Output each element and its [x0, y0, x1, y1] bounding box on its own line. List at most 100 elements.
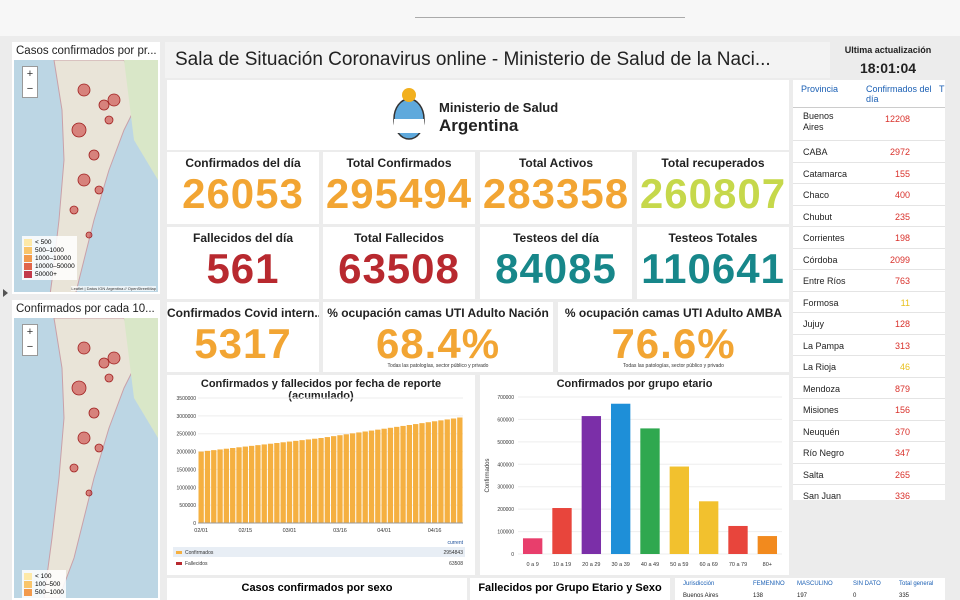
x-tick-label: 03/16 [333, 528, 347, 534]
kpi-label: Confirmados Covid intern... [167, 306, 319, 320]
kpi-value: 5317 [194, 320, 292, 367]
table-header: T [939, 84, 945, 94]
bar [331, 436, 337, 523]
legend-label: 100–500 [35, 580, 61, 588]
province-name: Jujuy [803, 319, 825, 329]
bar [280, 442, 286, 523]
legend-swatch [24, 588, 32, 596]
x-tick-label: 04/16 [428, 528, 442, 534]
bar [255, 445, 261, 523]
logo-emblem [393, 88, 425, 140]
legend-label: < 100 [35, 572, 52, 580]
kpi-label: Testeos del día [513, 231, 599, 245]
legend-row: 500–1000 [24, 246, 75, 254]
legend-label: 50000+ [35, 270, 57, 278]
table-row: San Juan 336 [793, 485, 945, 500]
map-marker [85, 231, 93, 239]
y-tick-label: 3000000 [177, 414, 197, 420]
bar [274, 443, 280, 523]
bar [362, 431, 368, 523]
map: + − < 500 500–1000 1000–10000 10000–50000 5000… [14, 60, 158, 292]
legend-row-bg [173, 547, 465, 557]
kpi-box: Fallecidos del día 561 [167, 227, 319, 299]
map-marker [77, 83, 91, 97]
zoom-control[interactable]: + − [22, 324, 38, 356]
legend-value: 2954843 [444, 550, 464, 556]
x-tick-label: 02/01 [194, 528, 208, 534]
kpi-box: Total recuperados 260807 [637, 152, 789, 224]
table-row: Misiones 156 [793, 399, 945, 421]
logo-box: Ministerio de Salud Argentina [167, 80, 789, 150]
legend-row: 50000+ [24, 270, 75, 278]
legend-swatch [24, 262, 32, 270]
bar [431, 421, 438, 523]
table-header: Confirmados del día [866, 84, 932, 104]
province-value: 763 [894, 276, 910, 286]
province-name: Salta [803, 469, 824, 480]
y-tick-label: 700000 [497, 395, 514, 401]
province-name: Córdoba [803, 254, 838, 265]
bar [444, 419, 450, 523]
legend-row: 100–500 [24, 580, 64, 588]
legend-row: < 100 [24, 572, 64, 580]
collapse-arrow[interactable] [3, 289, 8, 297]
kpi-label: Total Confirmados [346, 156, 452, 170]
province-value: 235 [894, 211, 910, 222]
y-tick-label: 400000 [497, 462, 514, 468]
kpi-box: Total Activos 283358 [480, 152, 632, 224]
bottom-header: MASCULINO [797, 581, 833, 587]
province-value: 2099 [889, 254, 910, 265]
cumulative-title: Confirmados y fallecidos por fecha de re… [200, 378, 442, 402]
neighbor [124, 60, 158, 180]
legend-name: Confirmados [185, 550, 214, 556]
y-tick-label: 200000 [497, 507, 514, 513]
legend-label: 10000–50000 [35, 262, 75, 270]
kpi-label: Fallecidos del día [192, 231, 294, 245]
table-row: Córdoba 2099 [793, 249, 945, 270]
y-tick-label: 500000 [497, 440, 514, 446]
bar [324, 437, 330, 523]
map-marker [88, 149, 100, 161]
bottom-header: SIN DATO [853, 581, 881, 587]
y-tick-label: 600000 [497, 417, 514, 423]
zoom-control[interactable]: + − [22, 66, 38, 98]
table-header: Provincia [801, 84, 839, 94]
province-name: Corrientes [803, 233, 845, 243]
legend-label: 500–1000 [35, 588, 64, 596]
legend-label: 1000–10000 [35, 254, 72, 262]
kpi-value: 26053 [182, 170, 304, 217]
x-tick-label: 20 a 29 [582, 562, 600, 568]
province-name: Buenos Aires [803, 111, 834, 132]
legend-swatch [24, 572, 32, 580]
deaths-box: Fallecidos por Grupo Etario y Sexo [470, 578, 670, 600]
y-tick-label: 300000 [497, 485, 514, 491]
bar [581, 416, 602, 554]
legend-swatch [24, 270, 32, 278]
bar [381, 428, 387, 523]
bar [267, 443, 274, 523]
x-tick-label: 0 a 9 [527, 562, 539, 568]
bar [217, 449, 223, 523]
map-legend: < 500 500–1000 1000–10000 10000–50000 50000+ [22, 236, 77, 280]
legend-row: 500–1000 [24, 588, 64, 596]
update-time: 18:01:04 [859, 60, 917, 76]
province-name: CABA [803, 147, 828, 157]
kpi-box: Total Fallecidos 63508 [323, 227, 475, 299]
bar [438, 420, 444, 523]
bottom-cell: Buenos Aires [683, 593, 719, 599]
legend-row: 1000–10000 [24, 254, 75, 262]
logo-line1: Ministerio de Salud [439, 100, 559, 115]
bar [305, 439, 312, 523]
y-tick-label: 500000 [179, 503, 196, 509]
y-tick-label: 0 [511, 552, 514, 558]
map-marker [107, 351, 121, 365]
update-label: Ultima actualización [844, 45, 932, 55]
bar [400, 425, 406, 523]
bottom-cell: 197 [797, 593, 808, 599]
legend-swatch [176, 562, 182, 565]
bar [368, 430, 375, 523]
bar [230, 448, 236, 523]
table-row: Chaco 400 [793, 184, 945, 206]
table-row: La Pampa 313 [793, 335, 945, 356]
bar [211, 450, 217, 523]
